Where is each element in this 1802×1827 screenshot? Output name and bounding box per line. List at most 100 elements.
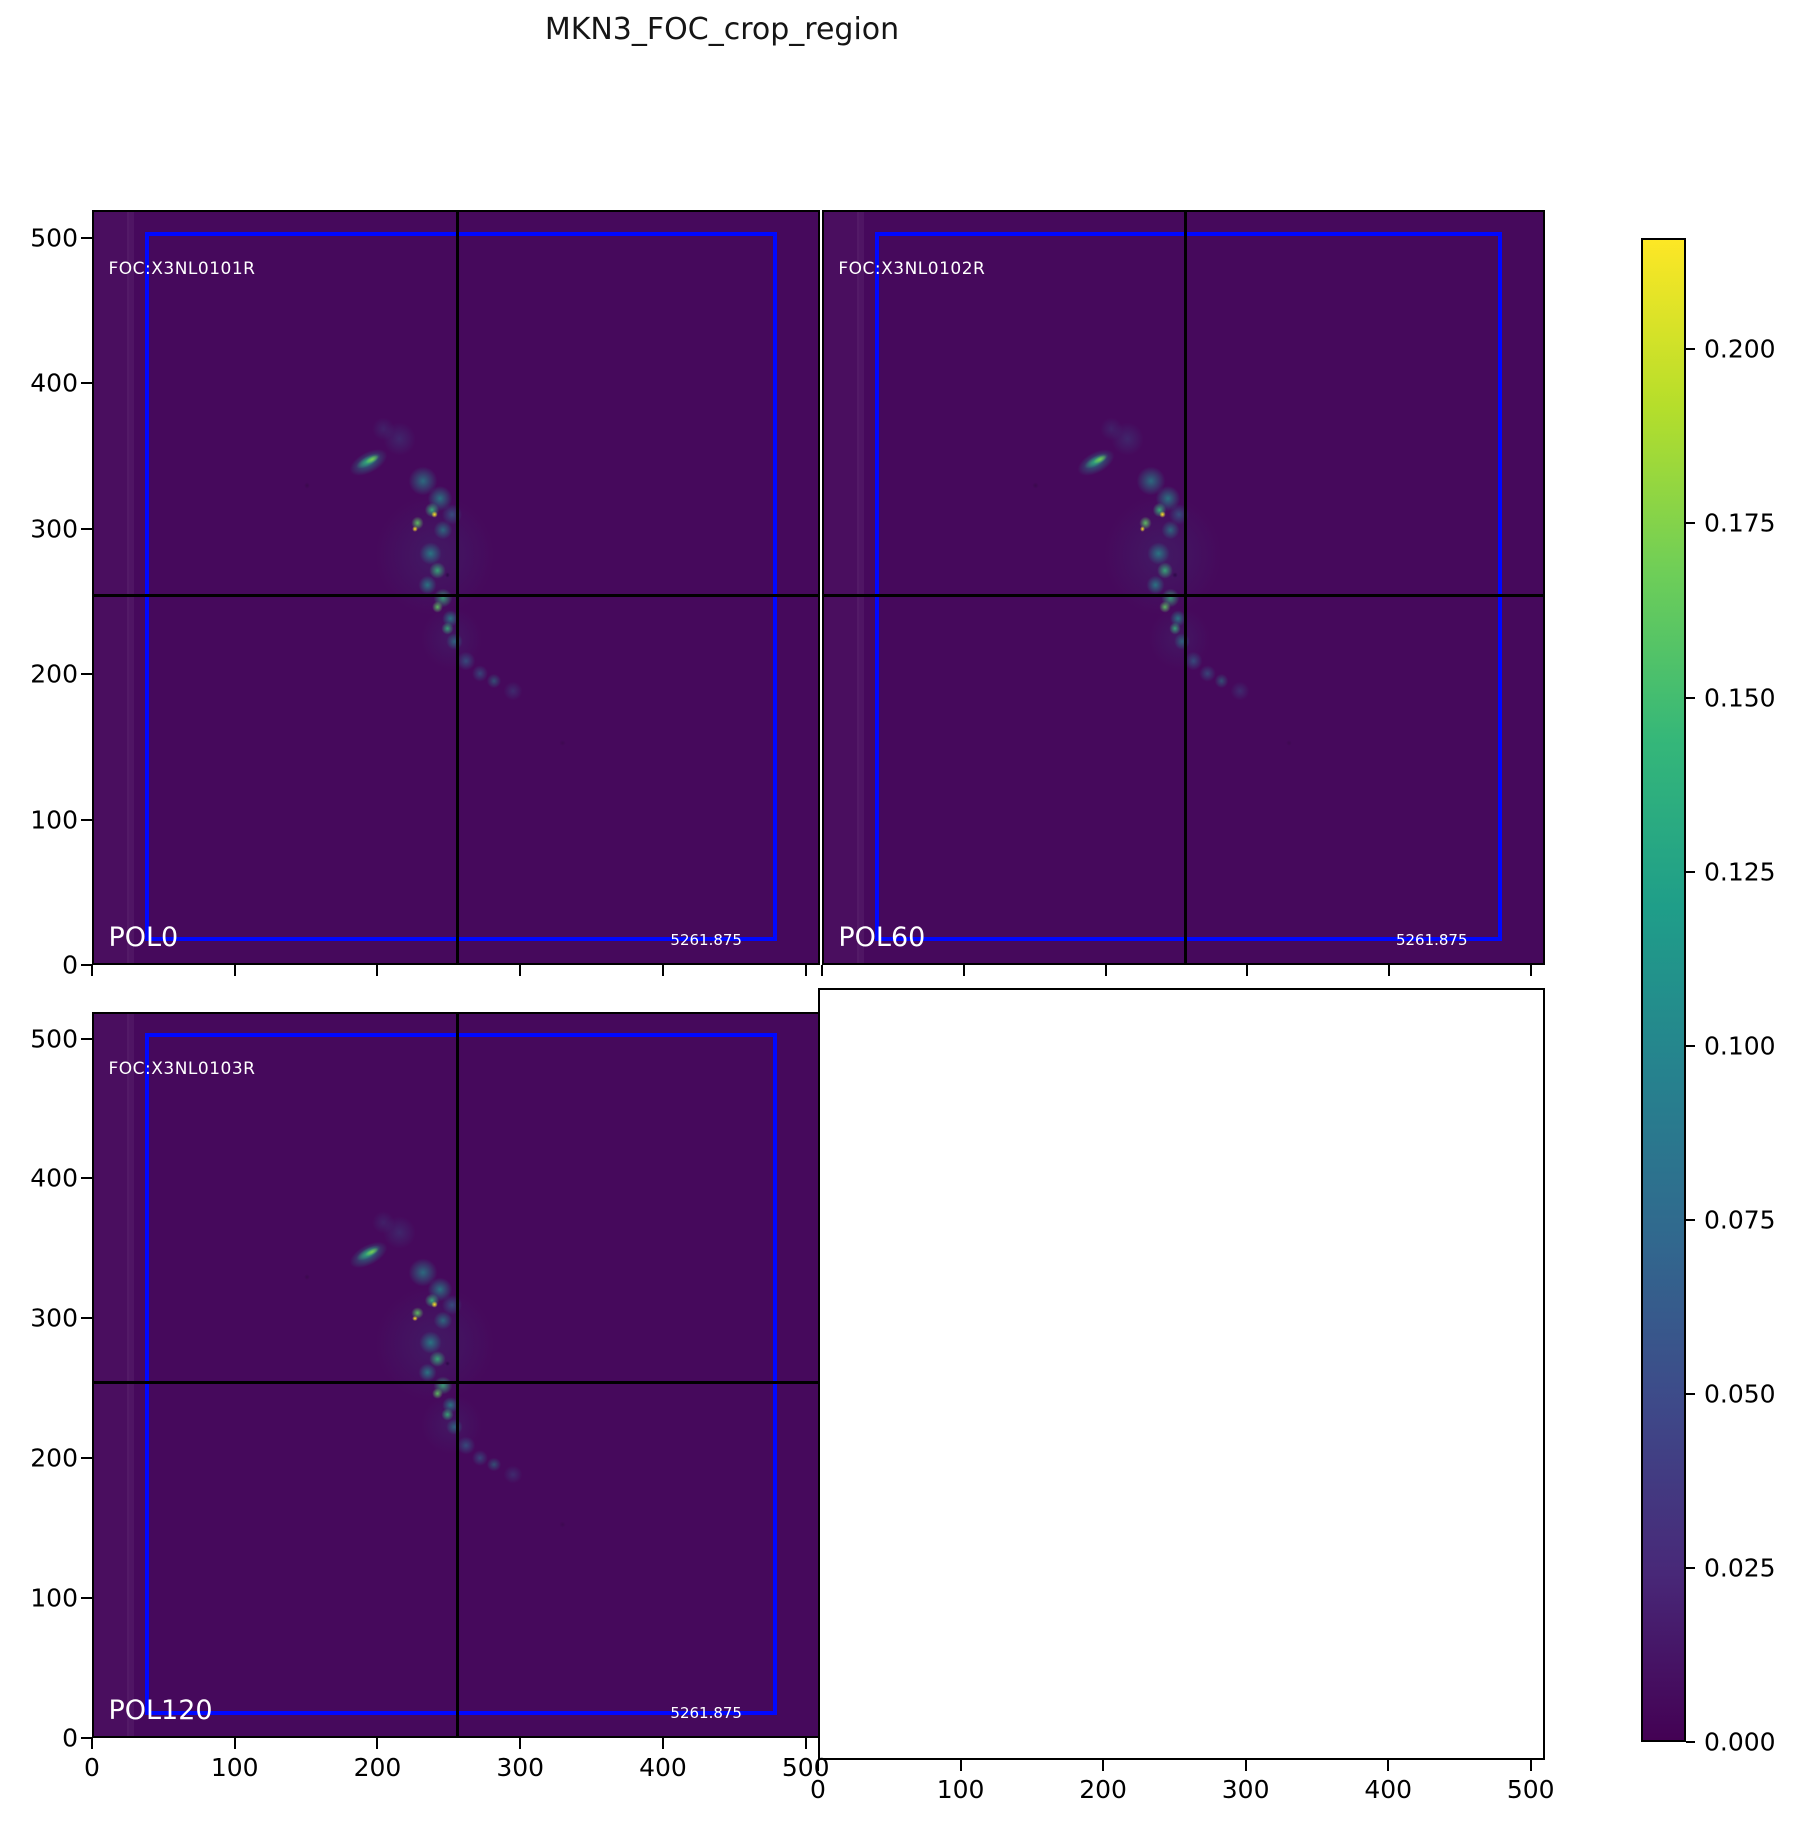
y-tick-label: 300: [30, 1303, 78, 1333]
crosshair-vertical: [1183, 212, 1187, 963]
y-tick-label: 100: [30, 1583, 78, 1613]
y-tick-mark: [81, 236, 92, 239]
crosshair-horizontal: [94, 594, 818, 597]
colorbar-tick-label: 0.200: [1704, 334, 1776, 364]
value-annotation: 5261.875: [670, 930, 742, 949]
y-tick-label: 400: [30, 1163, 78, 1193]
emission-blob: [367, 1207, 400, 1238]
figure-title: MKN3_FOC_crop_region: [544, 12, 900, 47]
pol-label: POL0: [108, 921, 179, 953]
x-tick-mark: [661, 1738, 664, 1749]
y-tick-label: 400: [30, 368, 78, 398]
x-tick-mark: [1102, 1760, 1105, 1771]
x-tick-mark: [804, 1738, 807, 1749]
x-tick-mark: [519, 1738, 522, 1749]
emission-blob: [484, 670, 505, 691]
emission-blob: [1227, 677, 1253, 704]
foc-annotation: FOC:X3NL0103R: [108, 1058, 256, 1079]
x-tick-label: 400: [1364, 1775, 1413, 1804]
foc-annotation: FOC:X3NL0101R: [108, 258, 256, 279]
x-tick-mark: [91, 965, 93, 976]
x-tick-mark: [959, 1760, 962, 1771]
colorbar-tick-mark: [1686, 1044, 1695, 1047]
x-tick-mark: [1244, 1760, 1247, 1771]
x-tick-mark: [519, 965, 522, 976]
x-tick-mark: [962, 965, 965, 976]
emission-blob: [443, 1416, 466, 1439]
emission-blob: [558, 738, 567, 748]
x-tick-mark: [804, 965, 807, 976]
emission-blob: [1031, 481, 1040, 490]
detector-streak: [857, 212, 865, 963]
x-tick-label: 300: [1221, 1775, 1270, 1804]
colorbar-tick-mark: [1686, 1741, 1695, 1743]
y-tick-label: 0: [62, 1723, 78, 1753]
y-tick-label: 500: [30, 1024, 78, 1054]
x-tick-mark: [817, 1760, 819, 1771]
colorbar-tick-mark: [1686, 1218, 1695, 1221]
crosshair-vertical: [456, 212, 459, 963]
colorbar-tick-mark: [1686, 348, 1695, 351]
colorbar: [1641, 238, 1686, 1742]
x-tick-mark: [1387, 1760, 1390, 1771]
foc-annotation: FOC:X3NL0102R: [838, 258, 986, 279]
y-tick-mark: [81, 964, 92, 966]
colorbar-tick-label: 0.100: [1704, 1031, 1776, 1061]
x-tick-mark: [91, 1738, 93, 1749]
x-tick-label: 0: [810, 1775, 826, 1804]
emission-blob: [302, 1272, 312, 1282]
emission-blob: [1138, 525, 1147, 533]
panel-pol60: FOC:X3NL0102R POL60 5261.875: [822, 210, 1545, 965]
colorbar-tick-label: 0.175: [1704, 508, 1776, 538]
colorbar-tick-label: 0.150: [1704, 683, 1776, 713]
detector-streak: [127, 212, 135, 963]
x-tick-mark: [376, 965, 379, 976]
emission-blob: [1170, 630, 1194, 654]
y-tick-mark: [81, 1317, 92, 1320]
colorbar-tick-mark: [1686, 1566, 1695, 1569]
x-tick-mark: [1529, 965, 1532, 976]
emission-blob: [1211, 670, 1232, 691]
x-tick-mark: [233, 1738, 236, 1749]
emission-blob: [1157, 509, 1167, 520]
value-annotation: 5261.875: [1395, 930, 1468, 949]
x-tick-mark: [661, 965, 664, 976]
y-tick-label: 0: [62, 950, 78, 980]
x-tick-label: 0: [84, 1753, 100, 1782]
x-tick-label: 200: [353, 1753, 402, 1782]
colorbar-tick-mark: [1686, 522, 1695, 525]
image-edge-band: [824, 212, 859, 963]
value-annotation: 5261.875: [670, 1704, 742, 1723]
emission-blob: [558, 1520, 567, 1529]
x-tick-label: 100: [210, 1753, 259, 1782]
x-tick-mark: [821, 965, 823, 976]
emission-blob: [411, 525, 419, 533]
emission-blob: [1096, 413, 1128, 445]
x-tick-label: 200: [1079, 1775, 1127, 1804]
crosshair-horizontal: [824, 594, 1543, 597]
x-tick-label: 500: [781, 1753, 830, 1782]
image-edge-band: [94, 212, 129, 963]
emission-blob: [367, 413, 400, 445]
y-tick-mark: [81, 1037, 92, 1040]
panel-empty: [818, 988, 1545, 1760]
x-tick-label: 400: [639, 1753, 687, 1782]
crop-region-rect: [874, 232, 1503, 942]
x-tick-mark: [233, 965, 236, 976]
colorbar-tick-label: 0.075: [1704, 1205, 1776, 1235]
y-tick-mark: [81, 1737, 92, 1739]
emission-blob: [500, 677, 526, 704]
crosshair-vertical: [456, 1014, 459, 1736]
x-tick-mark: [1246, 965, 1249, 976]
crosshair-horizontal: [94, 1381, 818, 1385]
x-tick-mark: [376, 1738, 379, 1749]
y-tick-mark: [81, 673, 92, 676]
y-tick-mark: [81, 382, 92, 385]
emission-blob: [484, 1454, 505, 1475]
y-tick-label: 200: [30, 659, 78, 689]
emission-blob: [443, 630, 466, 654]
y-tick-label: 300: [30, 514, 78, 544]
pol-label: POL60: [838, 921, 926, 953]
x-tick-label: 500: [1506, 1775, 1555, 1804]
